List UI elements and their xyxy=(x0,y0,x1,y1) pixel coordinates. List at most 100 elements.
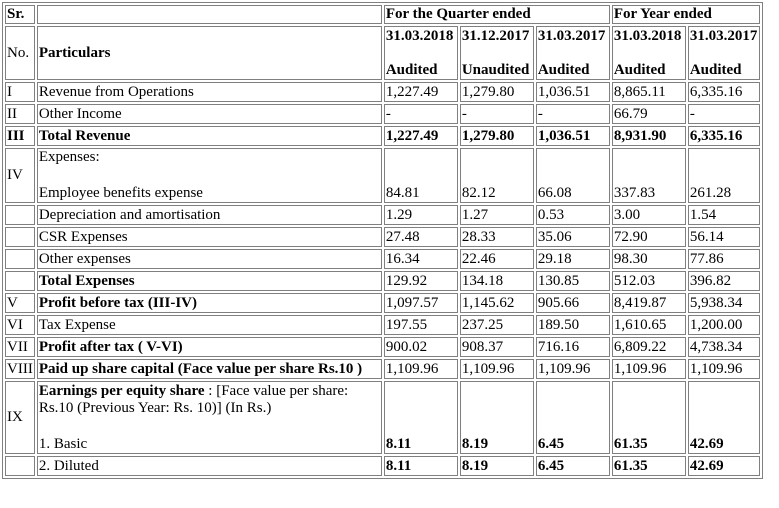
table-row: II Other Income - - - 66.79 - xyxy=(5,104,760,124)
table-row-total: III Total Revenue 1,227.49 1,279.80 1,03… xyxy=(5,126,760,146)
blank-header-cell xyxy=(36,5,382,24)
value-cell: 66.08 xyxy=(535,148,610,203)
value-cell: 4,738.34 xyxy=(687,337,760,357)
value-cell: 8.19 xyxy=(459,381,534,454)
particulars-cell: Paid up share capital (Face value per sh… xyxy=(36,359,382,379)
table-row: IX Earnings per equity share : [Face val… xyxy=(5,381,760,454)
value-cell: 1,109.96 xyxy=(459,359,534,379)
value-cell: 1.29 xyxy=(383,205,458,225)
value-cell: 1,036.51 xyxy=(535,82,610,102)
particulars-cell: Profit after tax ( V-VI) xyxy=(36,337,382,357)
value-cell: 1,200.00 xyxy=(687,315,760,335)
sr-cell xyxy=(5,205,35,225)
expenses-heading: Expenses: xyxy=(38,149,100,165)
particulars-cell: Other expenses xyxy=(36,249,382,269)
particulars-cell: Total Expenses xyxy=(36,271,382,291)
eps-note: : [Face value per share: Rs.10 (Previous… xyxy=(38,383,349,416)
period-date: 31.12.2017 xyxy=(461,28,530,44)
value-cell: 6,335.16 xyxy=(687,82,760,102)
value-cell: 6.45 xyxy=(535,381,610,454)
value-cell: 98.30 xyxy=(611,249,686,269)
particulars-cell: Profit before tax (III-IV) xyxy=(36,293,382,313)
sr-cell: I xyxy=(5,82,35,102)
value-cell: 61.35 xyxy=(611,381,686,454)
sr-cell: VII xyxy=(5,337,35,357)
value-cell: 1,279.80 xyxy=(459,82,534,102)
table-row: V Profit before tax (III-IV) 1,097.57 1,… xyxy=(5,293,760,313)
value-cell: 8,419.87 xyxy=(611,293,686,313)
value-cell: 22.46 xyxy=(459,249,534,269)
value-cell: 237.25 xyxy=(459,315,534,335)
table-row: Total Expenses 129.92 134.18 130.85 512.… xyxy=(5,271,760,291)
value-cell: 82.12 xyxy=(459,148,534,203)
particulars-cell: CSR Expenses xyxy=(36,227,382,247)
value-cell: 1,109.96 xyxy=(611,359,686,379)
table-row: Other expenses 16.34 22.46 29.18 98.30 7… xyxy=(5,249,760,269)
particulars-cell: Depreciation and amortisation xyxy=(36,205,382,225)
sr-cell xyxy=(5,271,35,291)
value-cell: 197.55 xyxy=(383,315,458,335)
value-cell: 6.45 xyxy=(535,456,610,476)
value-cell: 396.82 xyxy=(687,271,760,291)
value-cell: 189.50 xyxy=(535,315,610,335)
period-date: 31.03.2017 xyxy=(689,28,758,44)
table-row: VII Profit after tax ( V-VI) 900.02 908.… xyxy=(5,337,760,357)
value-cell: 27.48 xyxy=(383,227,458,247)
table-row: VIII Paid up share capital (Face value p… xyxy=(5,359,760,379)
period-date: 31.03.2018 xyxy=(385,28,454,44)
value-cell: 8.11 xyxy=(383,456,458,476)
value-cell: 8,865.11 xyxy=(611,82,686,102)
value-cell: 35.06 xyxy=(535,227,610,247)
period-status: Unaudited xyxy=(461,62,530,78)
table-row: Depreciation and amortisation 1.29 1.27 … xyxy=(5,205,760,225)
value-cell: - xyxy=(687,104,760,124)
value-cell: 28.33 xyxy=(459,227,534,247)
value-cell: - xyxy=(459,104,534,124)
quarter-group-header: For the Quarter ended xyxy=(383,5,610,24)
period-header: 31.03.2018 Audited xyxy=(383,26,458,80)
value-cell: 1.27 xyxy=(459,205,534,225)
table-row: VI Tax Expense 197.55 237.25 189.50 1,61… xyxy=(5,315,760,335)
particulars-sublabel: Employee benefits expense xyxy=(38,185,203,201)
value-cell: 1,036.51 xyxy=(535,126,610,146)
period-header: 31.03.2018 Audited xyxy=(611,26,686,80)
particulars-sublabel: 1. Basic xyxy=(38,436,88,452)
particulars-cell: Earnings per equity share : [Face value … xyxy=(36,381,382,454)
period-header: 31.03.2017 Audited xyxy=(687,26,760,80)
header-row-groups: Sr. For the Quarter ended For Year ended xyxy=(5,5,760,24)
sr-cell: III xyxy=(5,126,35,146)
value-cell: 134.18 xyxy=(459,271,534,291)
value-cell: 8.11 xyxy=(383,381,458,454)
value-cell: 261.28 xyxy=(687,148,760,203)
particulars-cell: Revenue from Operations xyxy=(36,82,382,102)
particulars-cell: Expenses: Employee benefits expense xyxy=(36,148,382,203)
period-status: Audited xyxy=(385,62,438,78)
value-cell: 1,109.96 xyxy=(535,359,610,379)
particulars-header: Particulars xyxy=(36,26,382,80)
particulars-cell: Other Income xyxy=(36,104,382,124)
value-cell: 1,109.96 xyxy=(383,359,458,379)
sr-cell xyxy=(5,456,35,476)
value-cell: 77.86 xyxy=(687,249,760,269)
table-row: IV Expenses: Employee benefits expense 84… xyxy=(5,148,760,203)
sr-header: Sr. xyxy=(5,5,35,24)
value-cell: 16.34 xyxy=(383,249,458,269)
sr-cell: II xyxy=(5,104,35,124)
table-row: CSR Expenses 27.48 28.33 35.06 72.90 56.… xyxy=(5,227,760,247)
value-cell: 129.92 xyxy=(383,271,458,291)
particulars-cell: Tax Expense xyxy=(36,315,382,335)
value-cell: 1,109.96 xyxy=(687,359,760,379)
header-row-periods: No. Particulars 31.03.2018 Audited 31.12.… xyxy=(5,26,760,80)
value-cell: 1,227.49 xyxy=(383,126,458,146)
table-row: 2. Diluted 8.11 8.19 6.45 61.35 42.69 xyxy=(5,456,760,476)
eps-heading: Earnings per equity share xyxy=(38,383,205,399)
value-cell: 1,279.80 xyxy=(459,126,534,146)
value-cell: - xyxy=(535,104,610,124)
sr-cell xyxy=(5,249,35,269)
value-cell: 3.00 xyxy=(611,205,686,225)
value-cell: 42.69 xyxy=(687,381,760,454)
value-cell: 1,145.62 xyxy=(459,293,534,313)
value-cell: 1,610.65 xyxy=(611,315,686,335)
value-cell: 905.66 xyxy=(535,293,610,313)
sr-cell: V xyxy=(5,293,35,313)
